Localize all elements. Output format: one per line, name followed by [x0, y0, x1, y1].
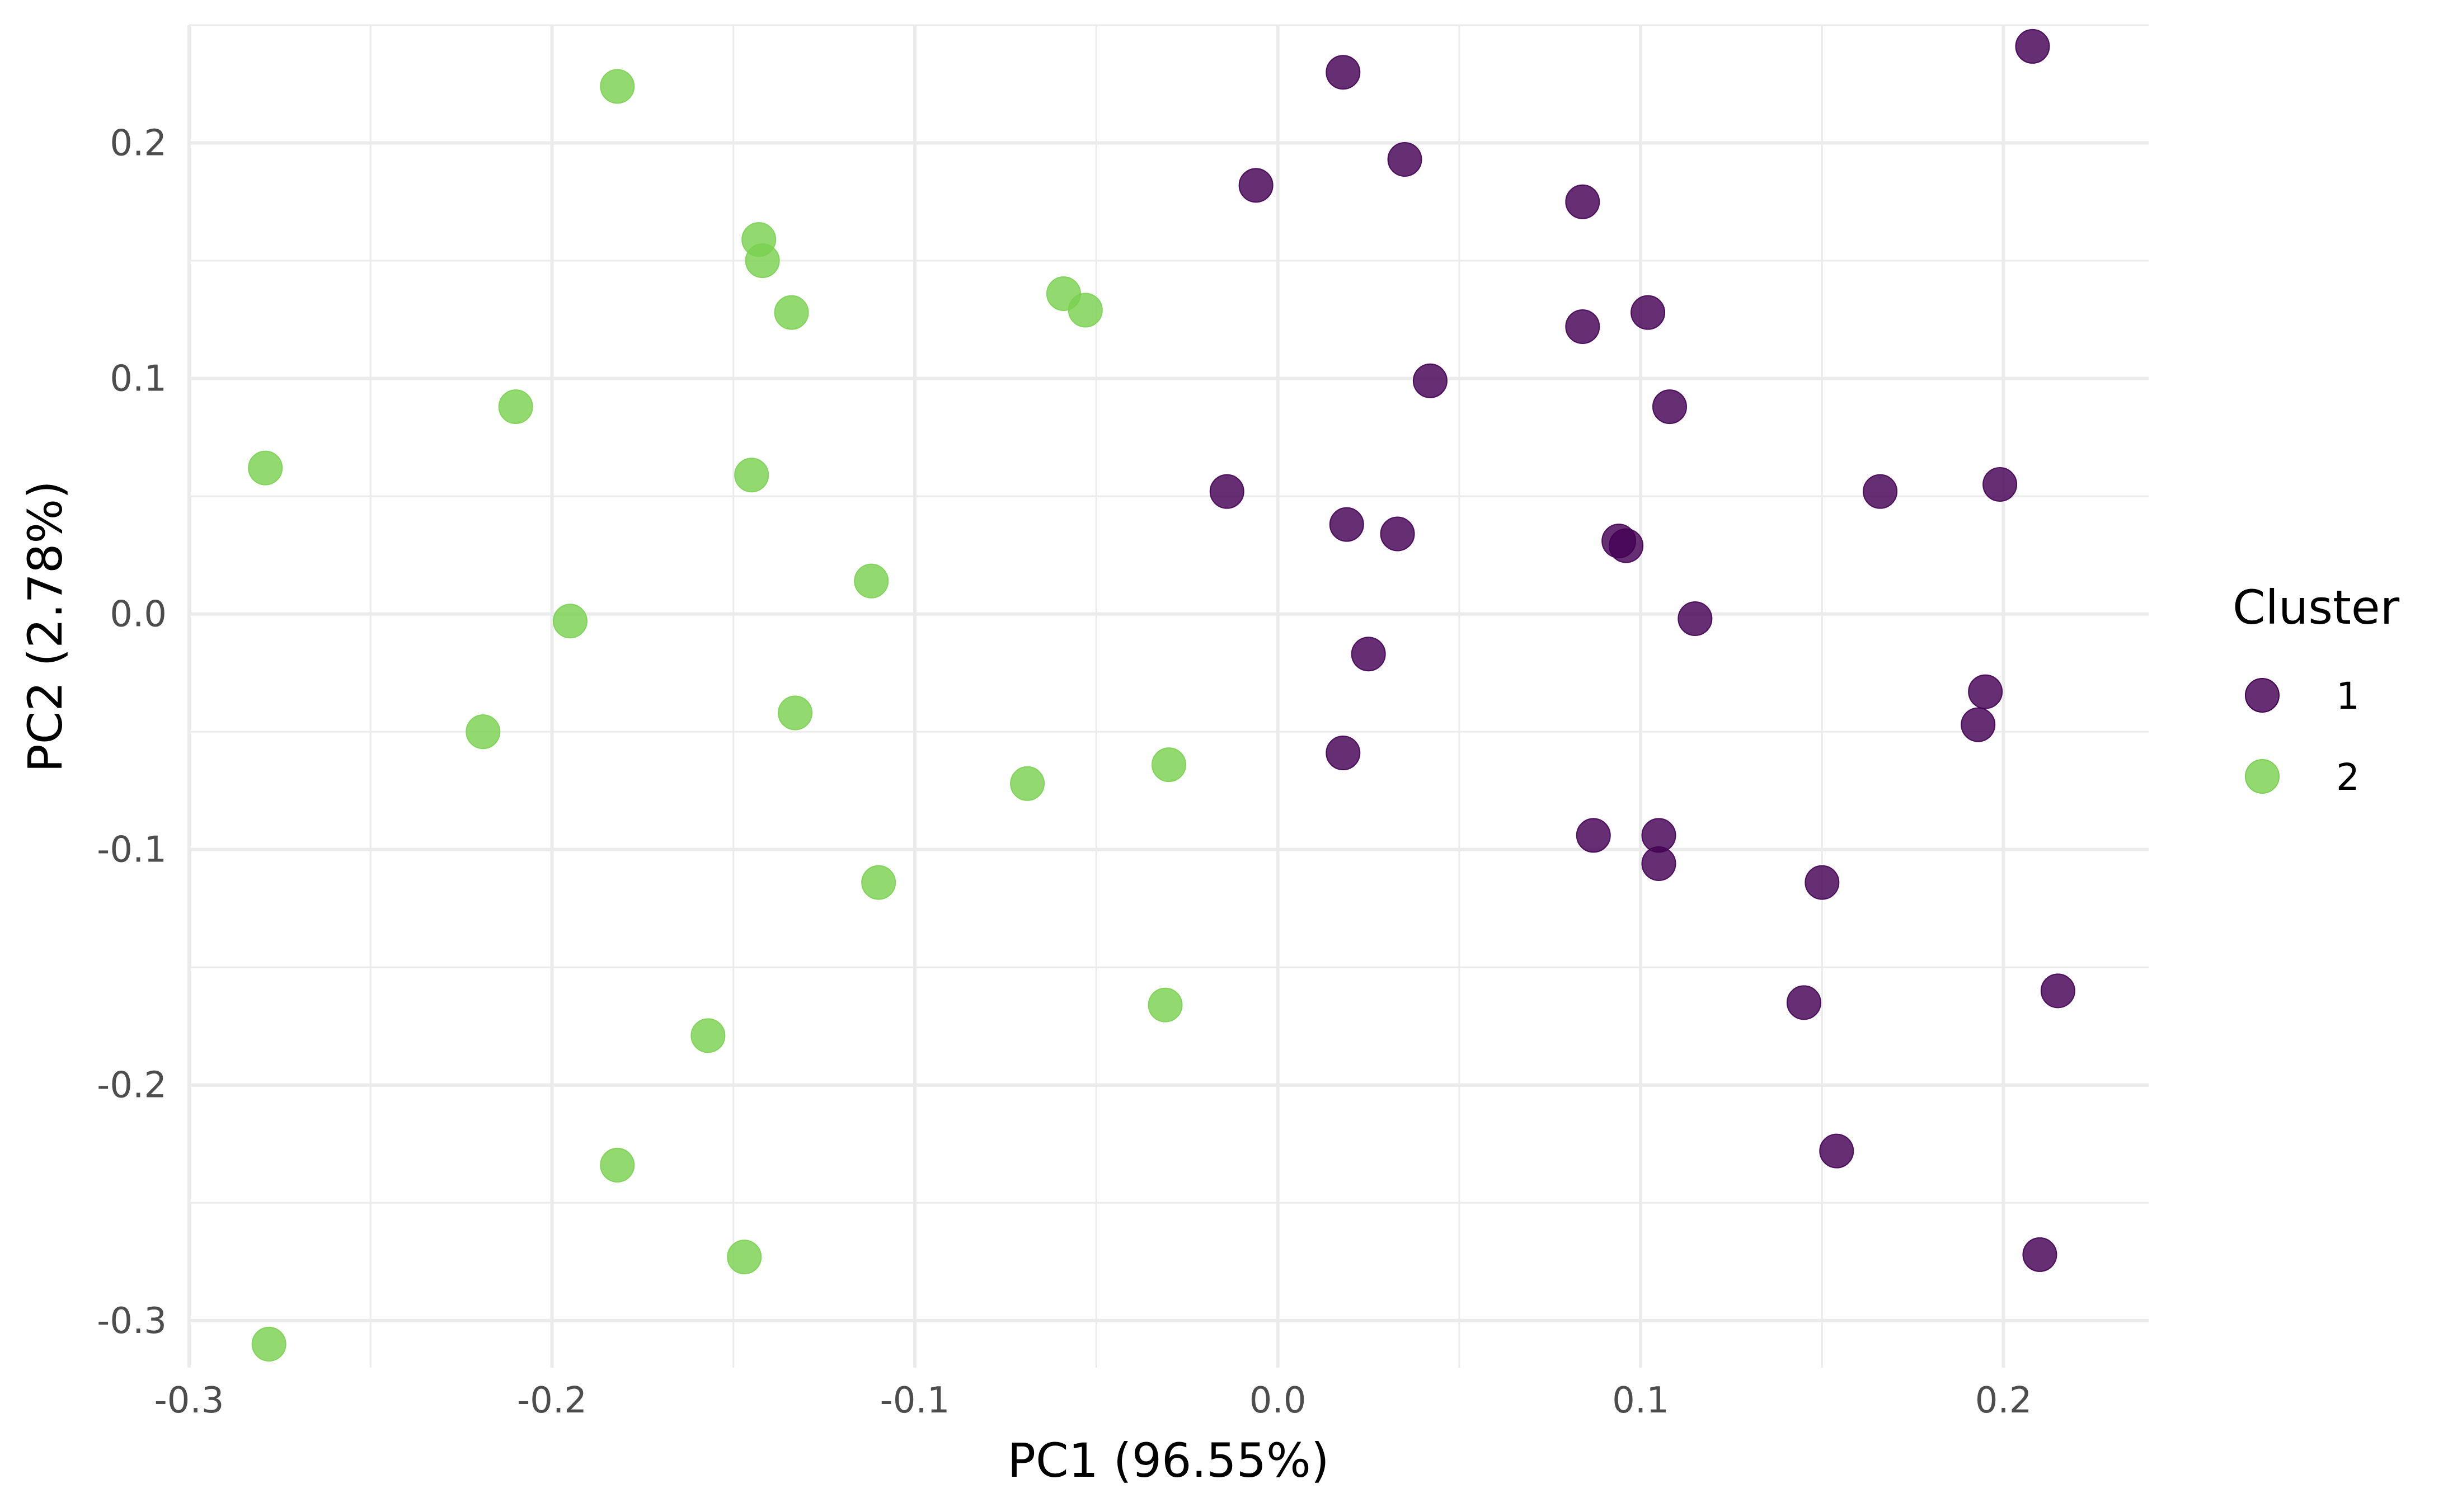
- data-point-cluster-1: [1209, 474, 1244, 509]
- data-point-cluster-1: [1961, 707, 1996, 742]
- legend-title: Cluster: [2233, 580, 2400, 635]
- points-layer: [248, 29, 2075, 1362]
- data-point-cluster-1: [2022, 1237, 2057, 1272]
- x-tick-label: 0.1: [1612, 1380, 1669, 1421]
- data-point-cluster-1: [1576, 818, 1611, 853]
- data-point-cluster-1: [1326, 736, 1361, 771]
- y-tick-label: 0.1: [110, 359, 167, 400]
- data-point-cluster-2: [552, 604, 588, 639]
- data-point-cluster-2: [498, 389, 533, 425]
- data-point-cluster-1: [1387, 142, 1422, 177]
- data-point-cluster-1: [1351, 637, 1386, 672]
- data-point-cluster-1: [1863, 474, 1898, 509]
- x-tick-label: -0.3: [154, 1380, 224, 1421]
- data-point-cluster-1: [1982, 467, 2018, 502]
- data-point-cluster-1: [1786, 985, 1821, 1020]
- data-point-cluster-1: [1565, 309, 1600, 344]
- data-point-cluster-1: [2015, 29, 2050, 64]
- x-tick-label: -0.1: [880, 1380, 950, 1421]
- y-axis-title: PC2 (2.78%): [18, 481, 73, 773]
- data-point-cluster-2: [854, 563, 889, 599]
- data-point-cluster-1: [2040, 973, 2075, 1009]
- data-point-cluster-2: [745, 243, 780, 279]
- y-tick-label: 0.0: [110, 594, 167, 635]
- y-tick-label: -0.1: [97, 830, 167, 871]
- data-point-cluster-1: [1968, 674, 2003, 709]
- data-point-cluster-2: [1152, 747, 1186, 783]
- data-point-cluster-2: [727, 1240, 762, 1275]
- data-point-cluster-1: [1631, 295, 1666, 330]
- data-point-cluster-1: [1678, 601, 1713, 637]
- x-tick-label: 0.2: [1975, 1380, 2032, 1421]
- legend-label-1: 1: [2336, 675, 2360, 718]
- data-point-cluster-2: [690, 1018, 726, 1053]
- y-tick-label: -0.3: [97, 1301, 167, 1342]
- x-axis-title: PC1 (96.55%): [1007, 1433, 1329, 1488]
- data-point-cluster-1: [1652, 389, 1687, 425]
- grid-layer: [187, 24, 2149, 1368]
- data-point-cluster-2: [861, 865, 896, 900]
- legend-key-1: [2245, 678, 2280, 713]
- data-point-cluster-2: [1148, 987, 1183, 1023]
- y-tick-label: 0.2: [110, 123, 167, 164]
- data-point-cluster-2: [1068, 293, 1103, 328]
- legend: Cluster 12: [2233, 580, 2400, 799]
- data-point-cluster-1: [1329, 507, 1364, 542]
- x-tick-label: 0.0: [1249, 1380, 1307, 1421]
- data-point-cluster-2: [734, 458, 769, 493]
- data-point-cluster-2: [600, 1147, 635, 1183]
- data-point-cluster-2: [248, 450, 283, 486]
- data-point-cluster-2: [466, 714, 501, 750]
- data-point-cluster-1: [1412, 363, 1448, 398]
- data-point-cluster-2: [1010, 766, 1045, 801]
- legend-label-2: 2: [2336, 756, 2360, 799]
- data-point-cluster-1: [1641, 846, 1676, 881]
- data-point-cluster-1: [1326, 55, 1361, 90]
- data-point-cluster-1: [1805, 865, 1840, 900]
- y-tick-label: -0.2: [97, 1065, 167, 1106]
- legend-entries: 12: [2245, 675, 2360, 799]
- data-point-cluster-2: [600, 69, 635, 104]
- x-tick-label: -0.2: [517, 1380, 587, 1421]
- data-point-cluster-2: [251, 1326, 286, 1362]
- x-axis-ticks: -0.3 -0.2 -0.1 0.0 0.1 0.2: [154, 1380, 2032, 1421]
- data-point-cluster-1: [1565, 184, 1600, 219]
- data-point-cluster-1: [1380, 516, 1415, 552]
- data-point-cluster-2: [778, 695, 813, 731]
- data-point-cluster-1: [1819, 1133, 1854, 1169]
- y-axis-ticks: -0.3 -0.2 -0.1 0.0 0.1 0.2: [97, 123, 167, 1342]
- data-point-cluster-1: [1609, 528, 1644, 563]
- data-point-cluster-2: [774, 295, 809, 330]
- data-point-cluster-1: [1238, 168, 1274, 203]
- legend-key-2: [2245, 759, 2280, 794]
